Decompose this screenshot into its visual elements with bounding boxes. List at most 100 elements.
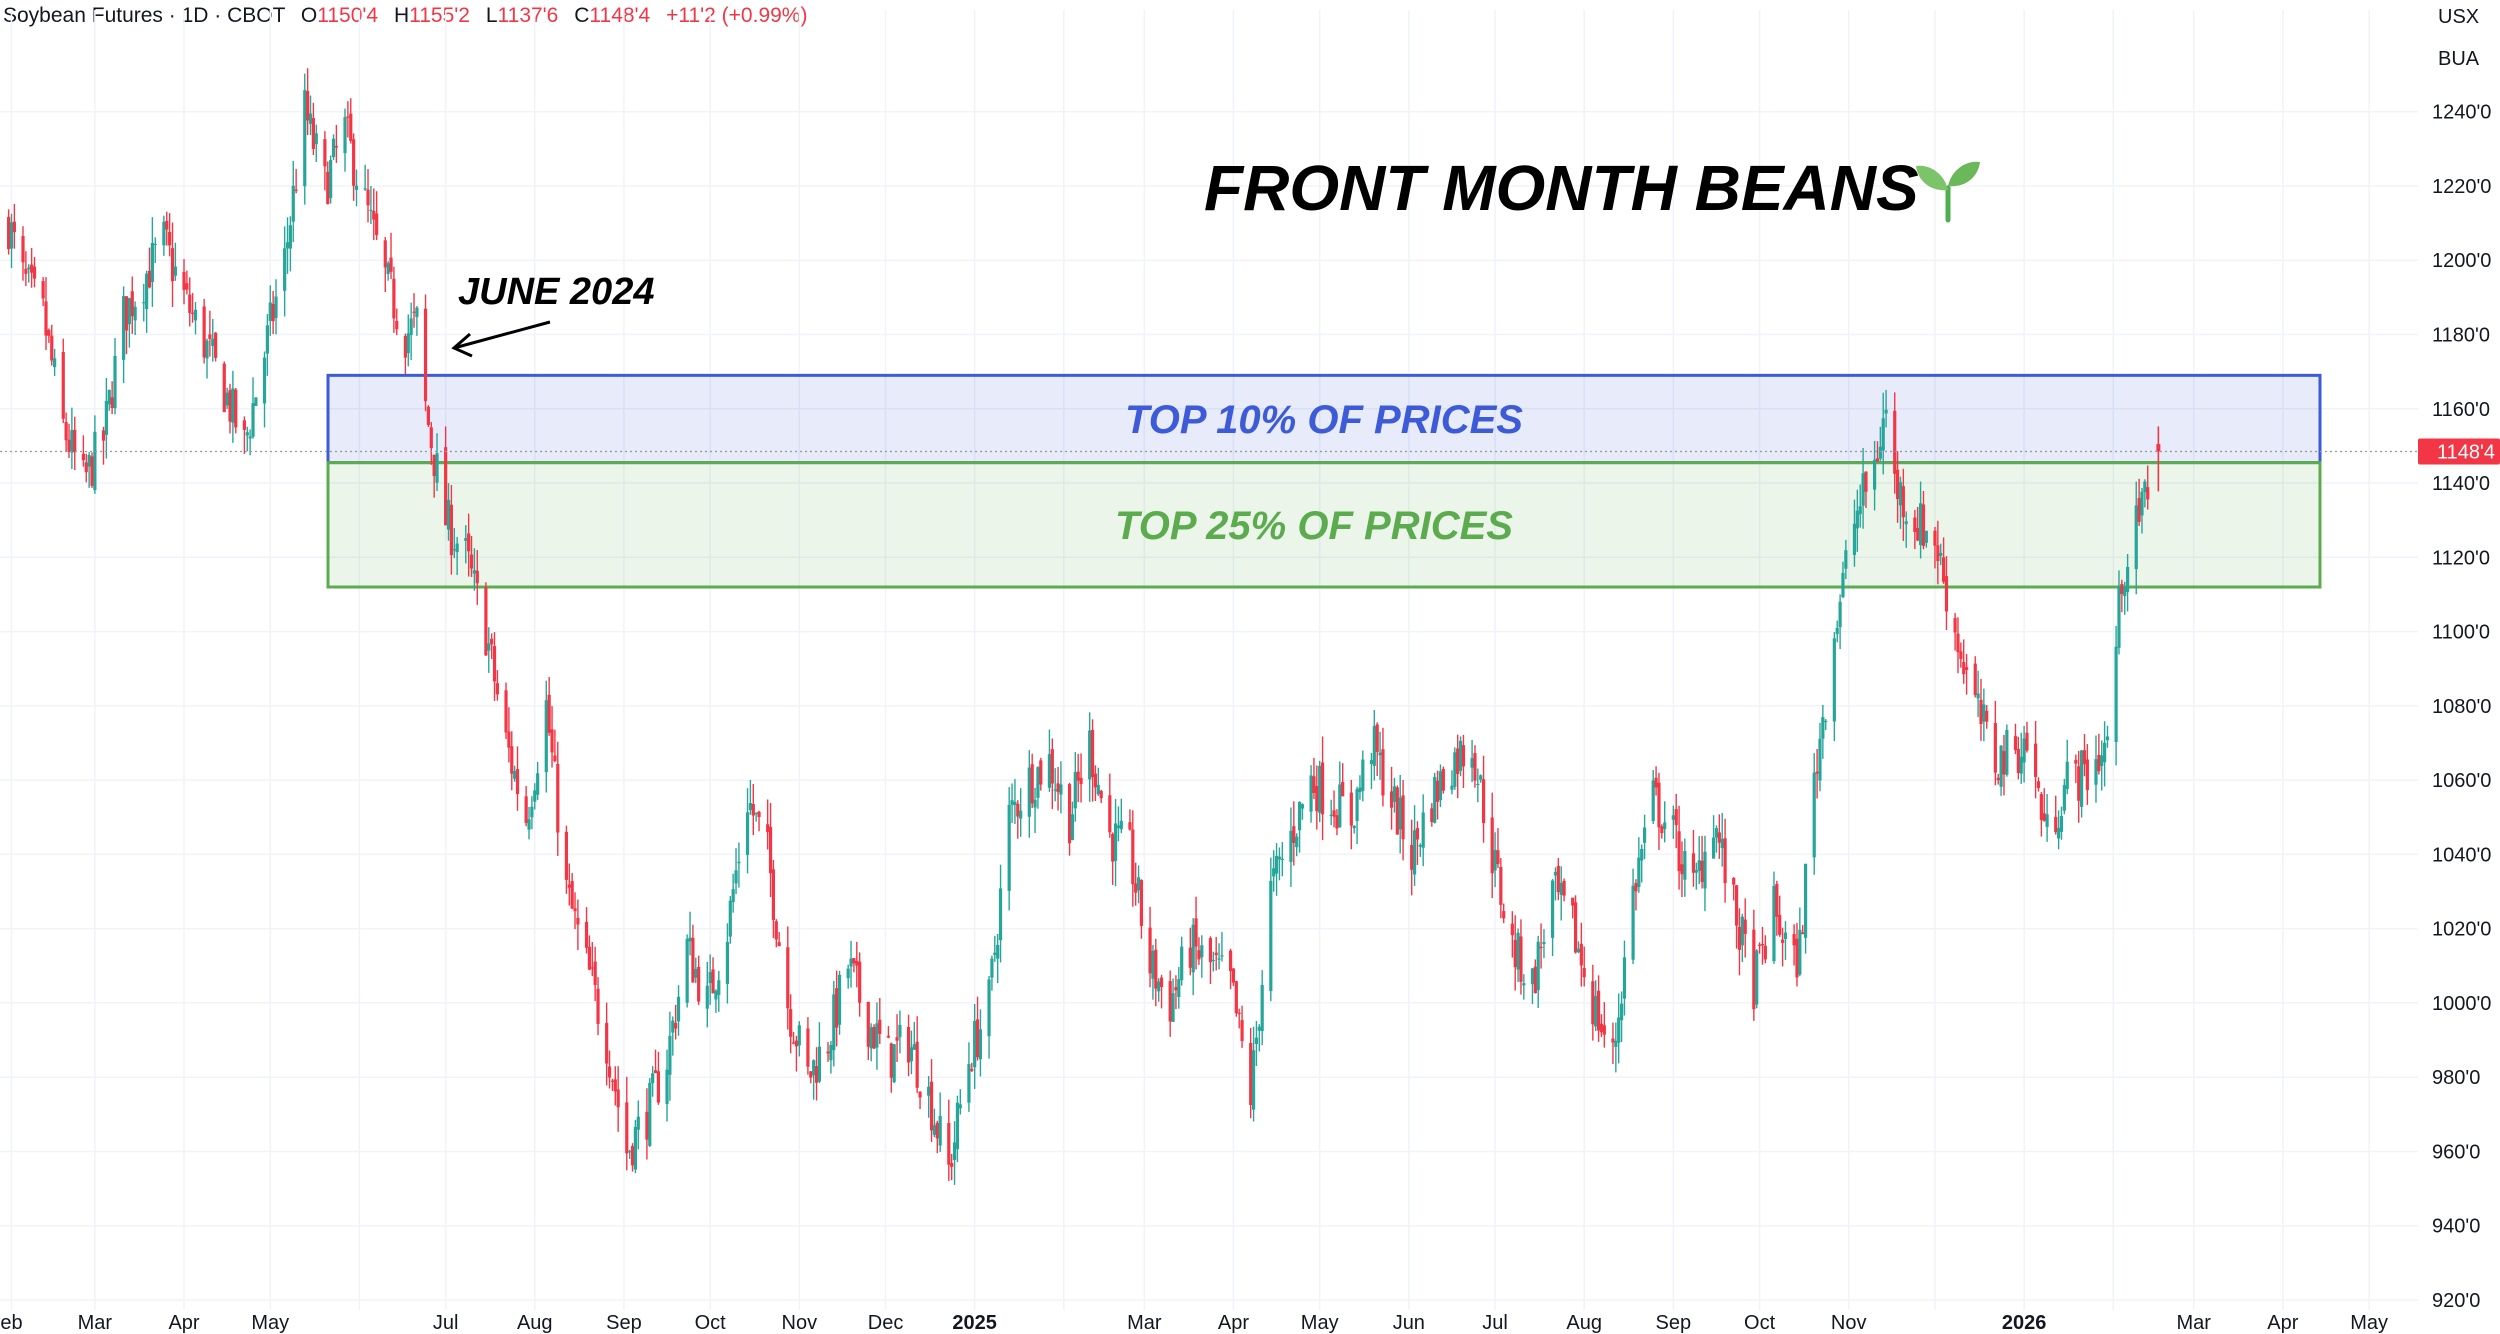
candle-body xyxy=(1335,815,1339,829)
candle-body xyxy=(1878,446,1882,459)
price-zones: TOP 10% OF PRICES TOP 25% OF PRICES xyxy=(326,373,2322,589)
candle-body xyxy=(1594,995,1598,1027)
candle-body xyxy=(1157,981,1161,992)
y-tick-label: 1220'0 xyxy=(2432,176,2491,198)
candle-body xyxy=(996,944,1000,959)
candle-body xyxy=(1783,932,1788,940)
x-tick-label: Oct xyxy=(695,1312,727,1334)
candle-body xyxy=(812,1060,816,1076)
x-tick-label: Mar xyxy=(2177,1312,2212,1334)
candle-body xyxy=(1421,812,1425,848)
annotation-arrow-shaft xyxy=(453,320,551,350)
candle-body xyxy=(929,1081,934,1131)
candle-body xyxy=(1979,699,1983,725)
candle-body xyxy=(1111,833,1115,862)
candle-body xyxy=(1289,830,1293,862)
open-value: 1150'4 xyxy=(317,4,379,27)
candle-body xyxy=(1047,754,1052,788)
candle-body xyxy=(633,1126,638,1170)
candle-body xyxy=(1260,985,1264,1032)
candle-body xyxy=(444,447,448,526)
candle-body xyxy=(731,889,735,903)
candle-body xyxy=(1214,952,1218,956)
candle-body xyxy=(1579,943,1583,966)
candle-body xyxy=(1881,418,1885,451)
candle-body xyxy=(1763,945,1767,960)
candle-body xyxy=(366,189,370,206)
candle-body xyxy=(1556,865,1560,893)
candle-body xyxy=(2016,748,2020,773)
candle-body xyxy=(110,397,114,409)
candle-body xyxy=(346,116,350,118)
candle-body xyxy=(1338,784,1342,828)
candle-body xyxy=(975,1019,980,1058)
candle-body xyxy=(1039,760,1043,785)
candle-body xyxy=(90,456,94,486)
candle-body xyxy=(1254,1037,1259,1044)
candle-body xyxy=(1128,822,1132,830)
candle-body xyxy=(1697,860,1701,871)
candle-body xyxy=(1151,950,1155,979)
candle-body xyxy=(1148,927,1152,974)
candle-body xyxy=(1660,826,1664,834)
candle-body xyxy=(777,942,781,947)
candle-body xyxy=(323,139,327,167)
candle-body xyxy=(1280,858,1284,861)
unit-top-label[interactable]: USX xyxy=(2438,6,2480,28)
unit-bottom-label[interactable]: BUA xyxy=(2438,48,2480,70)
candle-body xyxy=(1680,864,1684,875)
candle-body xyxy=(1993,722,1997,773)
blue-zone-box xyxy=(326,373,2322,465)
candle-body xyxy=(127,298,131,325)
candle-body xyxy=(656,1071,661,1103)
chart-header: Soybean Futures · 1D · CBOT O1150'4 H115… xyxy=(3,4,807,28)
x-tick-label: Jul xyxy=(433,1312,459,1334)
candle-body xyxy=(947,1122,951,1165)
price-axis[interactable]: 920'0 940'0 960'0 980'0 1000'0 1020'0 1040'0 10… xyxy=(2432,102,2491,1312)
candle-body xyxy=(866,1001,870,1047)
y-tick-label: 1160'0 xyxy=(2432,399,2490,421)
candle-body xyxy=(1798,929,1802,975)
candle-body xyxy=(1714,828,1719,838)
candle-body xyxy=(691,937,695,983)
candle-body xyxy=(1470,758,1474,768)
candle-body xyxy=(1019,810,1023,819)
candle-body xyxy=(685,938,689,1003)
candle-body xyxy=(1493,849,1497,871)
candle-body xyxy=(107,389,111,405)
candle-body xyxy=(872,1026,876,1049)
candle-body xyxy=(1576,948,1581,953)
candle-body xyxy=(202,306,206,358)
candle-body xyxy=(671,1020,675,1033)
candle-body xyxy=(288,225,292,249)
candle-body xyxy=(1918,503,1923,546)
candle-body xyxy=(1815,771,1819,774)
candle-body xyxy=(191,312,195,314)
candle-body xyxy=(855,960,859,966)
candle-body xyxy=(955,1102,960,1150)
candle-body xyxy=(892,1044,896,1083)
candle-body xyxy=(1622,957,1627,999)
candle-body xyxy=(530,806,534,818)
candle-body xyxy=(2094,759,2098,785)
candle-body xyxy=(1217,958,1221,960)
candle-body xyxy=(1401,795,1405,840)
candle-body xyxy=(326,171,330,204)
candle-body xyxy=(1939,552,1943,556)
candle-body xyxy=(596,988,600,1024)
candle-body xyxy=(2039,794,2043,820)
candle-body xyxy=(806,1028,810,1067)
candle-body xyxy=(1614,1040,1618,1047)
candle-body xyxy=(1674,809,1678,826)
candle-body xyxy=(1502,911,1506,919)
candle-body xyxy=(613,1079,617,1092)
candle-body xyxy=(1329,814,1333,816)
candle-body xyxy=(510,746,514,774)
candle-body xyxy=(1844,550,1848,569)
candle-body xyxy=(469,554,474,569)
candle-body xyxy=(636,1116,640,1130)
time-axis[interactable]: eb Mar Apr May Jul Aug Sep Oct Nov Dec 2025 Mar Apr M… xyxy=(0,1312,2388,1334)
x-tick-label: May xyxy=(1301,1312,1339,1334)
y-tick-label: 940'0 xyxy=(2432,1216,2480,1238)
